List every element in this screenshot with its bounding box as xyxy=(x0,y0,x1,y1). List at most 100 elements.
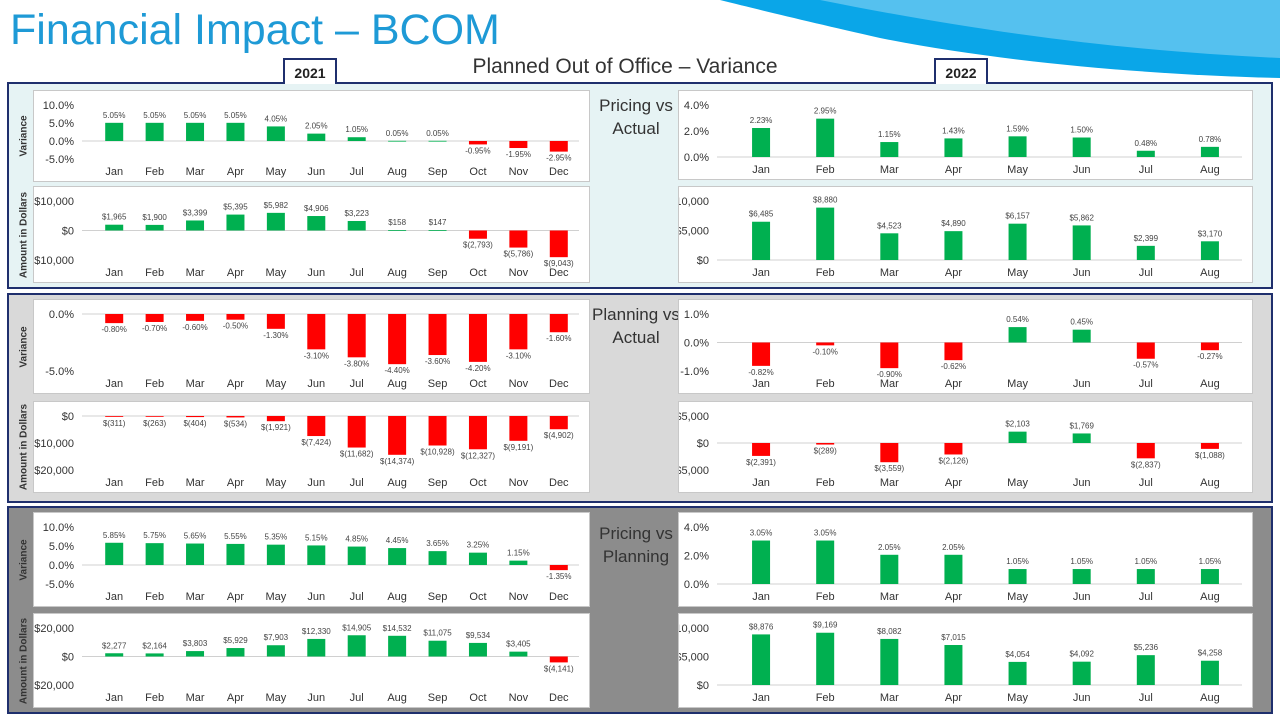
bar-jun xyxy=(307,314,326,350)
data-label: -0.80% xyxy=(102,325,127,334)
chart-panel: 4.0% 2.0% 0.0% 3.05% Jan 3.05% Feb 2.05% Mar 2.05… xyxy=(678,512,1253,607)
category-label: Nov xyxy=(509,267,529,279)
category-label: Apr xyxy=(227,477,244,489)
data-label: 2.95% xyxy=(814,107,837,116)
data-label: -1.95% xyxy=(506,150,531,159)
category-label: Mar xyxy=(880,164,899,176)
category-label: Jun xyxy=(1073,477,1091,489)
data-label: $(263) xyxy=(143,419,166,428)
data-label: 4.85% xyxy=(345,535,368,544)
data-label: $3,803 xyxy=(183,639,208,648)
category-label: Jan xyxy=(752,378,770,390)
category-label: Apr xyxy=(945,378,962,390)
bar-feb xyxy=(145,122,164,141)
y-tick-label: -5.0% xyxy=(45,154,74,166)
page-title: Financial Impact – BCOM xyxy=(10,6,500,54)
category-label: Mar xyxy=(880,692,899,704)
bar-dec xyxy=(549,565,568,571)
bar-mar xyxy=(880,554,899,584)
data-label: -4.40% xyxy=(384,366,409,375)
category-label: Aug xyxy=(1200,477,1220,489)
category-label: Jul xyxy=(1139,267,1153,279)
bar-oct xyxy=(468,642,487,657)
data-label: 5.05% xyxy=(184,111,207,120)
data-label: 2.05% xyxy=(305,122,328,131)
bar-mar xyxy=(186,314,205,321)
chart-panel: $20,000 $0 -$20,000 $2,277 Jan $2,164 Feb $3,80… xyxy=(33,613,590,708)
bar-mar xyxy=(186,416,205,418)
bar-may xyxy=(266,645,285,657)
bar-may xyxy=(266,212,285,231)
data-label: $8,082 xyxy=(877,627,902,636)
y-axis-label: Variance xyxy=(18,325,30,368)
bar-nov xyxy=(509,560,528,565)
y-tick-label: -$20,000 xyxy=(34,680,74,692)
bar-mar xyxy=(880,443,899,463)
category-label: Jan xyxy=(752,477,770,489)
y-tick-label: 0.0% xyxy=(49,309,74,321)
y-tick-label: $5,000 xyxy=(679,652,709,664)
bar-may xyxy=(1008,431,1027,443)
category-label: Feb xyxy=(816,591,835,603)
chart-pa-2021-amount: $10,000 $0 -$10,000 $1,965 Jan $1,900 Feb $3,39… xyxy=(34,196,579,279)
bar-aug xyxy=(388,548,407,565)
category-label: Apr xyxy=(945,164,962,176)
data-label: 5.65% xyxy=(184,532,207,541)
year-tab-2022: 2022 xyxy=(934,58,988,84)
data-label: 3.05% xyxy=(814,529,837,538)
bar-jan xyxy=(752,634,771,685)
data-label: $(311) xyxy=(103,419,126,428)
data-label: 5.05% xyxy=(224,111,247,120)
data-label: $(14,374) xyxy=(380,457,415,466)
category-label: Jul xyxy=(350,378,364,390)
bar-mar xyxy=(186,543,205,565)
y-tick-label: $0 xyxy=(62,411,74,423)
category-label: Jun xyxy=(307,591,325,603)
bar-aug xyxy=(388,314,407,365)
bar-nov xyxy=(509,230,528,248)
category-label: Mar xyxy=(880,378,899,390)
category-label: Feb xyxy=(816,378,835,390)
chart-panel: 1.0% 0.0% -1.0% -0.82% Jan -0.10% Feb -0.90% Mar… xyxy=(678,299,1253,394)
data-label: 1.05% xyxy=(1199,557,1222,566)
category-label: Jun xyxy=(1073,591,1091,603)
category-label: May xyxy=(1007,378,1028,390)
bar-aug xyxy=(388,416,407,455)
bar-apr xyxy=(944,443,963,455)
bar-feb xyxy=(145,416,164,417)
category-label: Aug xyxy=(1200,591,1220,603)
y-tick-label: -$20,000 xyxy=(34,465,74,477)
data-label: $(2,126) xyxy=(939,456,969,465)
bar-jun xyxy=(307,638,326,657)
data-label: 5.05% xyxy=(143,111,166,120)
data-label: 2.05% xyxy=(878,543,901,552)
data-label: 1.15% xyxy=(878,130,901,139)
bar-sep xyxy=(428,230,447,231)
bar-may xyxy=(1008,327,1027,343)
y-tick-label: -$5,000 xyxy=(679,465,709,477)
category-label: Dec xyxy=(549,378,569,390)
data-label: $2,399 xyxy=(1134,234,1159,243)
data-label: 1.05% xyxy=(1070,557,1093,566)
category-label: Jul xyxy=(1139,477,1153,489)
chart-pp-2021-amount: $20,000 $0 -$20,000 $2,277 Jan $2,164 Feb $3,80… xyxy=(34,623,579,704)
bar-feb xyxy=(145,224,164,231)
data-label: 1.05% xyxy=(345,125,368,134)
chart-pa-2022-amount: $10,000 $5,000 $0 $6,485 Jan $8,880 Feb $4,523 M… xyxy=(679,196,1242,279)
chart-panel: 10.0% 5.0% 0.0% -5.0% 5.85% Jan 5.75% Feb 5.65% M… xyxy=(33,512,590,607)
y-tick-label: 4.0% xyxy=(684,522,709,534)
category-label: Jan xyxy=(105,591,123,603)
data-label: $3,405 xyxy=(506,640,531,649)
category-label: May xyxy=(265,692,286,704)
category-label: Jul xyxy=(1139,164,1153,176)
bar-mar xyxy=(186,220,205,231)
bar-mar xyxy=(880,342,899,369)
data-label: -0.70% xyxy=(142,324,167,333)
bar-feb xyxy=(145,653,164,657)
y-tick-label: $0 xyxy=(697,255,709,267)
y-tick-label: 10.0% xyxy=(43,100,74,112)
category-label: Sep xyxy=(428,591,448,603)
category-label: May xyxy=(1007,477,1028,489)
category-label: Jul xyxy=(1139,378,1153,390)
bar-oct xyxy=(468,416,487,450)
